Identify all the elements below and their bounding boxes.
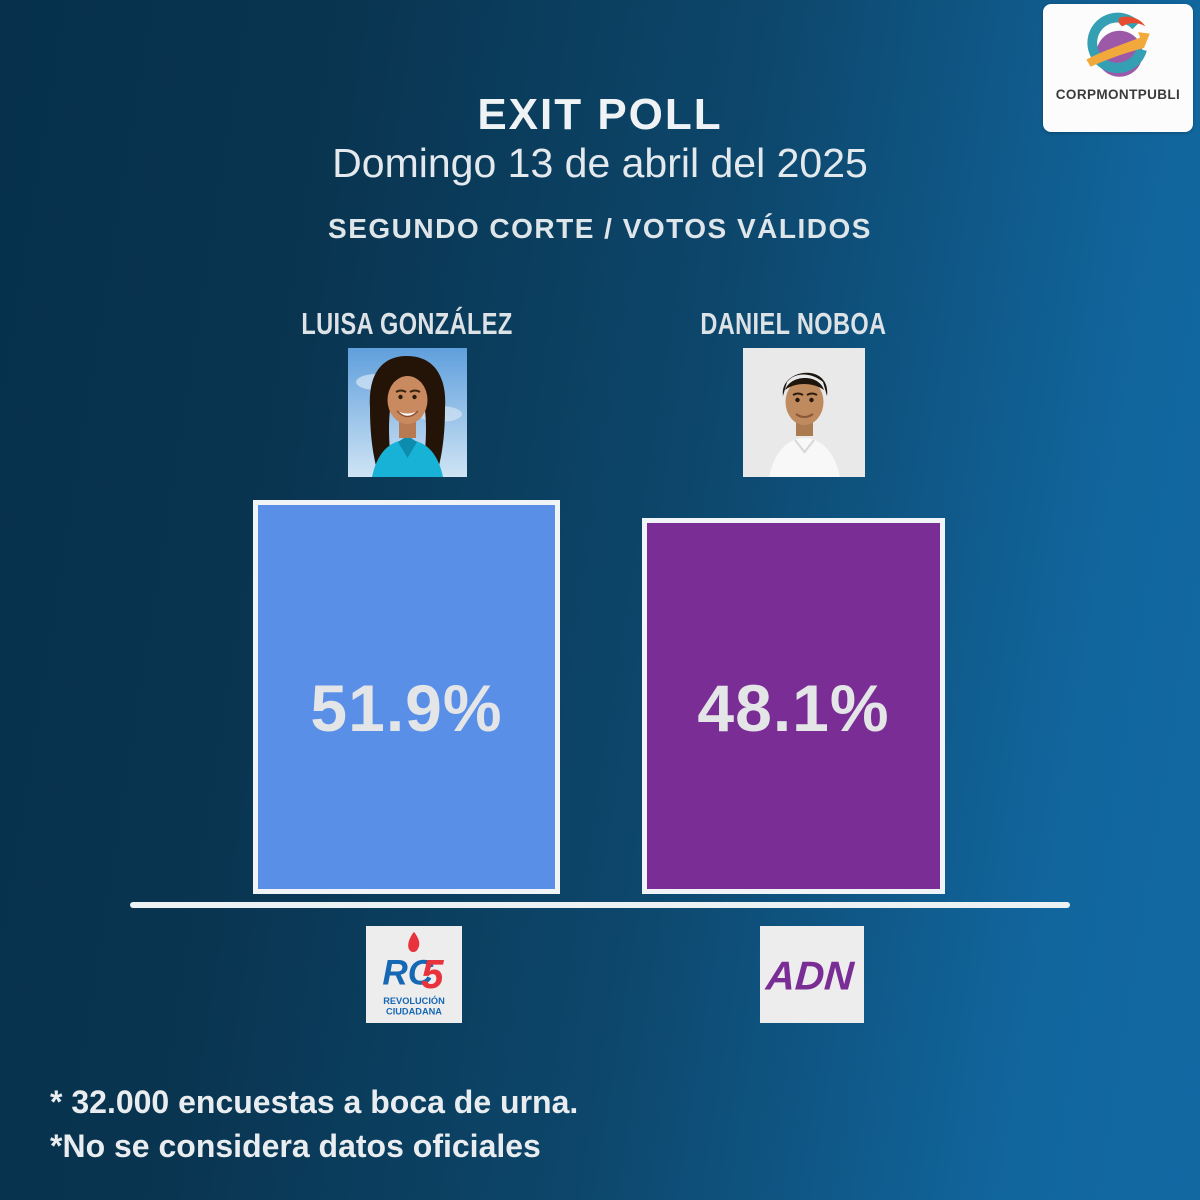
candidate-name-daniel-noboa: DANIEL NOBOA [642,306,945,342]
candidate-name-label: DANIEL NOBOA [700,306,887,341]
svg-text:CIUDADANA: CIUDADANA [386,1006,442,1016]
svg-text:RC: RC [382,953,433,992]
daniel-noboa-photo [743,348,865,477]
page-title: EXIT POLL [477,90,723,139]
bar-luisa-gonzalez [253,500,560,894]
poll-subtitle: SEGUNDO CORTE / VOTOS VÁLIDOS [328,213,872,244]
brand-box: CORPMONTPUBLI [1043,4,1193,132]
svg-text:5: 5 [421,951,444,997]
bar-value-noboa: 48.1% [697,671,890,745]
party-logo-adn: ADN [760,926,864,1023]
footnote-sample-size: * 32.000 encuestas a boca de urna. [50,1084,579,1120]
axis-baseline [130,902,1070,908]
party-logo-rc5: RC 5 REVOLUCIÓN CIUDADANA [366,926,462,1023]
rc5-logo-icon: RC 5 REVOLUCIÓN CIUDADANA [382,931,445,1016]
svg-text:REVOLUCIÓN: REVOLUCIÓN [383,995,445,1006]
bar-daniel-noboa [642,518,945,894]
footnote-disclaimer: *No se considera datos oficiales [50,1128,541,1164]
corpmontpubli-logo-icon [1086,12,1150,77]
bar-value-luisa: 51.9% [310,671,503,745]
brand-name: CORPMONTPUBLI [1055,87,1181,102]
candidate-name-luisa-gonzalez: LUISA GONZÁLEZ [253,306,560,342]
svg-text:ADN: ADN [764,952,856,998]
flame-icon [408,931,420,952]
poll-date: Domingo 13 de abril del 2025 [332,140,868,186]
adn-logo-icon: ADN [764,952,856,998]
candidate-name-label: LUISA GONZÁLEZ [300,306,513,341]
luisa-gonzalez-photo [348,348,467,477]
footnotes: * 32.000 encuestas a boca de urna. *No s… [50,1080,578,1168]
